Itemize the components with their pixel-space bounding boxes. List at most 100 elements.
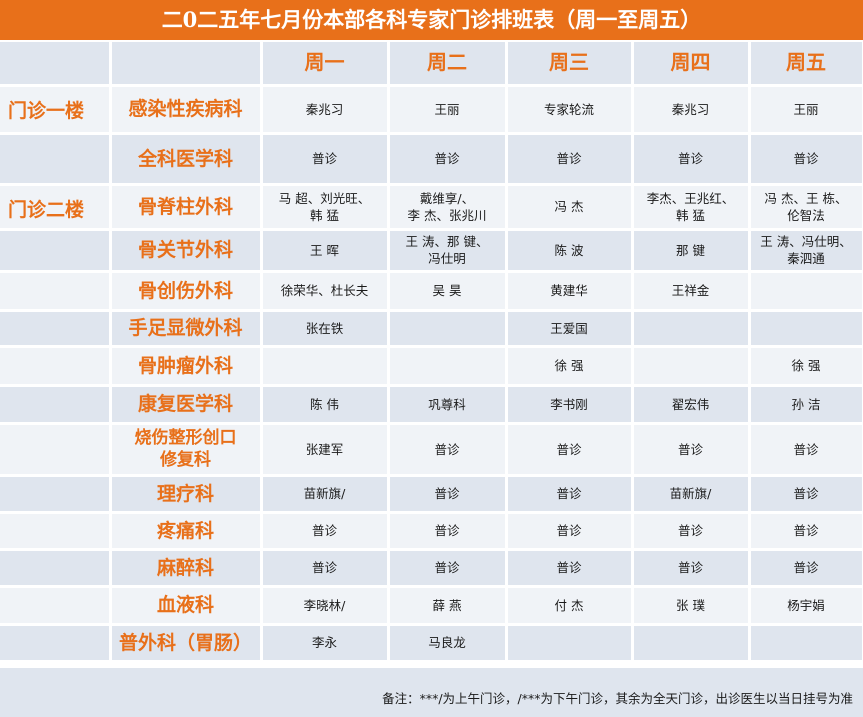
doctor-cell: 杨宇娟 <box>749 586 863 626</box>
department-name: 疼痛科 <box>110 512 263 551</box>
doctor-cell: 冯 杰 <box>506 184 634 231</box>
doctor-cell <box>749 624 863 663</box>
footnote: 备注：***/为上午门诊，/***为下午门诊，其余为全天门诊，出诊医生以当日挂号… <box>382 691 853 706</box>
table-row: 门诊一楼 感染性疾病科 秦兆习 王丽 专家轮流 秦兆习 王丽 <box>0 85 863 135</box>
doctor-cell <box>749 310 863 348</box>
doctor-cell: 普诊 <box>632 512 751 551</box>
doctor-cell: 普诊 <box>506 549 634 588</box>
department-name: 骨关节外科 <box>110 229 263 273</box>
doctor-cell: 张在铁 <box>261 310 390 348</box>
floor-cell-empty <box>0 475 112 514</box>
day-header: 周五 <box>749 42 863 87</box>
header-blank-dept <box>110 42 263 87</box>
doctor-cell <box>388 310 508 348</box>
doctor-cell: 徐 强 <box>749 346 863 387</box>
floor-cell-empty <box>0 512 112 551</box>
table-row: 骨关节外科王 晖王 涛、那 键、 冯仕明陈 波那 键王 涛、冯仕明、 秦泗通 <box>0 229 863 273</box>
doctor-cell <box>632 310 751 348</box>
day-header: 周二 <box>388 42 508 87</box>
doctor-cell: 徐 强 <box>506 346 634 387</box>
doctor-cell: 普诊 <box>388 423 508 477</box>
department-name: 骨创伤外科 <box>110 271 263 312</box>
department-name: 普外科（胃肠） <box>110 624 263 663</box>
doctor-cell <box>749 271 863 312</box>
table-row: 门诊二楼 骨脊柱外科马 超、刘光旺、 韩 猛戴维享/、 李 杰、张兆川冯 杰李杰、… <box>0 184 863 231</box>
department-name: 烧伤整形创口 修复科 <box>110 423 263 477</box>
doctor-cell: 马良龙 <box>388 624 508 663</box>
doctor-cell: 秦兆习 <box>261 85 390 135</box>
doctor-cell: 普诊 <box>388 549 508 588</box>
table-row: 血液科 李晓林/薛 燕付 杰张 璞杨宇娟 <box>0 586 863 626</box>
doctor-cell <box>632 624 751 663</box>
table-row: 理疗科 苗新旗/普诊 普诊 苗新旗/普诊 <box>0 475 863 514</box>
table-row: 骨创伤外科 徐荣华、杜长夫吴 昊黄建华 王祥金 <box>0 271 863 312</box>
doctor-cell <box>632 346 751 387</box>
page-title: 二0二五年七月份本部各科专家门诊排班表（周一至周五） <box>0 0 863 40</box>
doctor-cell: 黄建华 <box>506 271 634 312</box>
floor-cell-empty <box>0 346 112 387</box>
floor-cell-empty <box>0 423 112 477</box>
day-header: 周一 <box>261 42 390 87</box>
doctor-cell: 翟宏伟 <box>632 385 751 425</box>
doctor-cell: 王丽 <box>388 85 508 135</box>
floor-cell-empty <box>0 624 112 663</box>
table-row: 全科医学科 普诊 普诊 普诊 普诊 普诊 <box>0 133 863 186</box>
doctor-cell: 普诊 <box>388 475 508 514</box>
table-row: 手足显微外科 张在铁 王爱国 <box>0 310 863 348</box>
department-name: 血液科 <box>110 586 263 626</box>
doctor-cell: 普诊 <box>506 512 634 551</box>
doctor-cell: 普诊 <box>261 133 390 186</box>
doctor-cell: 陈 伟 <box>261 385 390 425</box>
floor-cell-empty <box>0 586 112 626</box>
doctor-cell: 苗新旗/ <box>261 475 390 514</box>
table-row: 康复医学科陈 伟巩尊科 李书刚 翟宏伟孙 洁 <box>0 385 863 425</box>
doctor-cell: 普诊 <box>388 512 508 551</box>
department-name: 康复医学科 <box>110 385 263 425</box>
note-row <box>0 668 863 717</box>
doctor-cell: 张建军 <box>261 423 390 477</box>
header-row: 周一 周二 周三 周四 周五 <box>0 42 863 87</box>
doctor-cell: 孙 洁 <box>749 385 863 425</box>
doctor-cell: 王爱国 <box>506 310 634 348</box>
floor-label: 门诊一楼 <box>8 99 85 122</box>
day-header: 周四 <box>632 42 751 87</box>
doctor-cell: 王 涛、冯仕明、 秦泗通 <box>749 229 863 273</box>
doctor-cell: 普诊 <box>388 133 508 186</box>
department-name: 感染性疾病科 <box>110 85 263 135</box>
department-name: 麻醉科 <box>110 549 263 588</box>
table-row: 骨肿瘤外科 徐 强 徐 强 <box>0 346 863 387</box>
schedule-table: 周一 周二 周三 周四 周五 门诊一楼 感染性疾病科 秦兆习 王丽 专家轮流 秦兆习 王丽全… <box>0 42 863 663</box>
doctor-cell: 普诊 <box>632 133 751 186</box>
doctor-cell: 普诊 <box>261 512 390 551</box>
doctor-cell: 巩尊科 <box>388 385 508 425</box>
doctor-cell: 李晓林/ <box>261 586 390 626</box>
department-name: 全科医学科 <box>110 133 263 186</box>
department-name: 骨肿瘤外科 <box>110 346 263 387</box>
table-row: 疼痛科 普诊 普诊 普诊 普诊 普诊 <box>0 512 863 551</box>
doctor-cell: 普诊 <box>632 549 751 588</box>
doctor-cell: 冯 杰、王 栋、 伦智法 <box>749 184 863 231</box>
doctor-cell: 苗新旗/ <box>632 475 751 514</box>
floor-cell-empty <box>0 271 112 312</box>
header-blank <box>0 42 112 87</box>
floor-cell-empty <box>0 133 112 186</box>
doctor-cell: 李永 <box>261 624 390 663</box>
doctor-cell: 普诊 <box>506 475 634 514</box>
doctor-cell <box>261 346 390 387</box>
doctor-cell: 李杰、王兆红、 韩 猛 <box>632 184 751 231</box>
doctor-cell: 陈 波 <box>506 229 634 273</box>
department-name: 手足显微外科 <box>110 310 263 348</box>
doctor-cell: 专家轮流 <box>506 85 634 135</box>
doctor-cell: 李书刚 <box>506 385 634 425</box>
floor-cell-empty <box>0 229 112 273</box>
table-row: 麻醉科 普诊 普诊 普诊 普诊 普诊 <box>0 549 863 588</box>
doctor-cell: 普诊 <box>749 423 863 477</box>
doctor-cell: 马 超、刘光旺、 韩 猛 <box>261 184 390 231</box>
floor-cell-empty <box>0 385 112 425</box>
doctor-cell: 普诊 <box>506 133 634 186</box>
floor-cell: 门诊一楼 <box>0 85 112 135</box>
doctor-cell: 那 键 <box>632 229 751 273</box>
doctor-cell: 普诊 <box>506 423 634 477</box>
doctor-cell: 徐荣华、杜长夫 <box>261 271 390 312</box>
